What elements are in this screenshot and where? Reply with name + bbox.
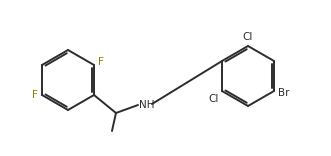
Text: Br: Br [278, 88, 290, 98]
Text: NH: NH [139, 100, 155, 110]
Text: Cl: Cl [243, 32, 253, 42]
Text: F: F [32, 90, 38, 100]
Text: F: F [98, 57, 104, 67]
Text: Cl: Cl [209, 94, 219, 104]
